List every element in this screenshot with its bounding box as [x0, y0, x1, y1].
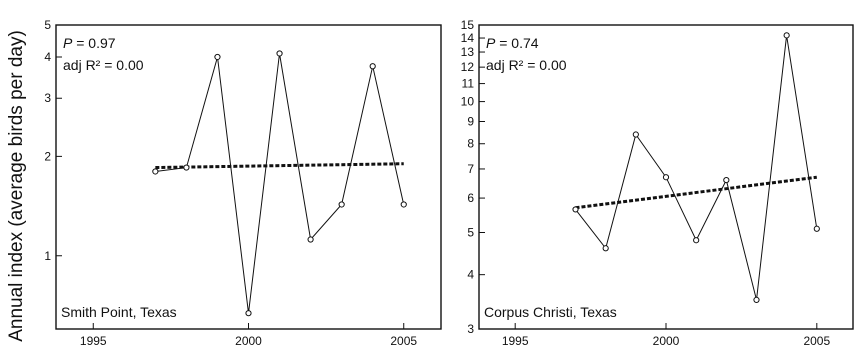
- y-tick-label: 15: [461, 18, 475, 32]
- y-axis-label: Annual index (average birds per day): [6, 30, 27, 342]
- data-point: [723, 176, 730, 184]
- y-tick-label: 6: [467, 191, 474, 205]
- y-tick-label: 14: [461, 31, 475, 45]
- y-tick-label: 3: [467, 322, 474, 336]
- y-tick-label: 10: [461, 95, 475, 109]
- x-tick-label: 2000: [235, 334, 262, 348]
- p-value-annotation: P = 0.97: [63, 35, 116, 51]
- y-tick-label: 13: [461, 45, 475, 59]
- y-tick-label: 8: [467, 137, 474, 151]
- data-point: [152, 168, 159, 175]
- x-tick-label: 2005: [390, 334, 417, 348]
- series-line: [575, 35, 818, 301]
- y-tick-label: 3: [44, 91, 51, 105]
- y-tick-label: 7: [467, 162, 474, 176]
- x-tick-label: 1995: [502, 334, 529, 348]
- p-value-annotation: P = 0.74: [486, 35, 539, 51]
- data-point: [338, 201, 345, 208]
- y-tick-label: 2: [44, 149, 51, 163]
- data-point: [813, 225, 820, 232]
- x-tick-label: 2005: [803, 334, 830, 348]
- x-tick-label: 1995: [80, 334, 107, 348]
- y-tick-label: 1: [44, 249, 51, 263]
- data-point: [602, 245, 609, 252]
- series-line: [155, 53, 405, 314]
- data-point: [693, 237, 700, 244]
- panel-smith-point: 1 2 3 4 5 1995 2000 2005 P = 0.97 adj R² = 0.00 Sm…: [44, 18, 442, 348]
- data-point: [632, 131, 639, 138]
- y-tick-label: 12: [461, 60, 475, 74]
- data-point: [276, 50, 283, 57]
- data-point: [183, 164, 190, 171]
- y-tick-label: 11: [462, 77, 475, 91]
- data-point: [307, 236, 314, 243]
- x-tick-label: 2000: [653, 334, 680, 348]
- data-point: [400, 201, 407, 208]
- r-squared-annotation: adj R² = 0.00: [63, 57, 144, 73]
- data-point: [753, 296, 760, 303]
- data-point: [369, 63, 376, 70]
- y-tick-label: 4: [44, 50, 51, 64]
- panel-label: Smith Point, Texas: [61, 304, 177, 320]
- y-tick-label: 5: [467, 226, 474, 240]
- data-point: [572, 206, 579, 213]
- data-point: [662, 174, 670, 181]
- y-tick-label: 4: [467, 268, 474, 282]
- data-point: [245, 310, 252, 317]
- panel-label: Corpus Christi, Texas: [484, 304, 617, 320]
- data-point: [783, 32, 790, 39]
- y-tick-label: 9: [467, 114, 474, 128]
- r-squared-annotation: adj R² = 0.00: [486, 57, 567, 73]
- trend-line: [575, 175, 817, 210]
- data-point: [214, 53, 221, 61]
- trend-line: [155, 162, 404, 170]
- y-tick-label: 5: [44, 18, 51, 32]
